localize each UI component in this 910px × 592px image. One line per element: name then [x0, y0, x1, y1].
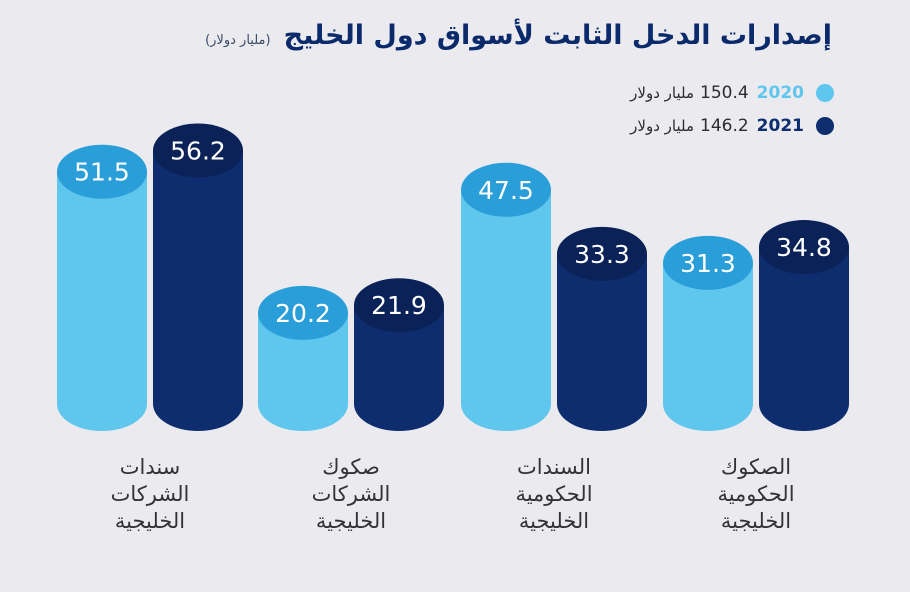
bar-top	[759, 220, 849, 275]
chart-title: إصدارات الدخل الثابت لأسواق دول الخليج (…	[205, 20, 832, 51]
legend-unit-2020: مليار دولار	[630, 84, 694, 102]
bar-top	[153, 123, 243, 178]
bar-value-label: 31.3	[680, 249, 736, 278]
bar-top	[57, 144, 147, 199]
legend-total-2021: 146.2	[700, 116, 749, 136]
category-label-3: السندات الحكومية الخليجية	[515, 455, 593, 533]
bar-2020-4: 31.3	[663, 235, 753, 431]
bar-body	[461, 189, 551, 404]
legend-total-2020: 150.4	[700, 83, 749, 103]
bar-value-label: 21.9	[371, 291, 427, 320]
bar-2021-4: 34.8	[759, 220, 849, 431]
bar-top	[557, 226, 647, 281]
bar-top	[354, 278, 444, 333]
bar-top	[258, 285, 348, 340]
bar-2021-1: 56.2	[153, 123, 243, 431]
legend-item-2020: 2020 150.4 مليار دولار	[630, 83, 834, 103]
bar-top	[663, 235, 753, 290]
bar-value-label: 34.8	[776, 233, 832, 262]
bar-value-label: 47.5	[478, 176, 534, 205]
bar-top	[461, 162, 551, 217]
bar-2021-3: 33.3	[557, 226, 647, 431]
chart-title-text: إصدارات الدخل الثابت لأسواق دول الخليج	[283, 20, 832, 51]
category-label-4: الصكوك الحكومية الخليجية	[717, 455, 795, 533]
bar-value-label: 20.2	[275, 299, 331, 328]
bar-body	[153, 150, 243, 404]
chart-title-unit: (مليار دولار)	[205, 33, 271, 48]
bar-body	[57, 171, 147, 404]
bar-value-label: 51.5	[74, 158, 130, 187]
bar-2020-2: 20.2	[258, 285, 348, 431]
bar-value-label: 56.2	[170, 137, 226, 166]
category-label-1: سندات الشركات الخليجية	[110, 455, 190, 533]
legend-year-2021: 2021	[756, 116, 804, 136]
category-label-2: صكوك الشركات الخليجية	[311, 455, 391, 533]
legend-year-2020: 2020	[756, 83, 804, 103]
bar-value-label: 33.3	[574, 240, 630, 269]
legend-marker-2021	[816, 117, 834, 135]
bar-2021-2: 21.9	[354, 278, 444, 431]
legend-item-2021: 2021 146.2 مليار دولار	[630, 116, 834, 136]
bar-2020-3: 47.5	[461, 162, 551, 431]
legend-marker-2020	[816, 84, 834, 102]
legend-unit-2021: مليار دولار	[630, 117, 694, 135]
bar-2020-1: 51.5	[57, 144, 147, 431]
